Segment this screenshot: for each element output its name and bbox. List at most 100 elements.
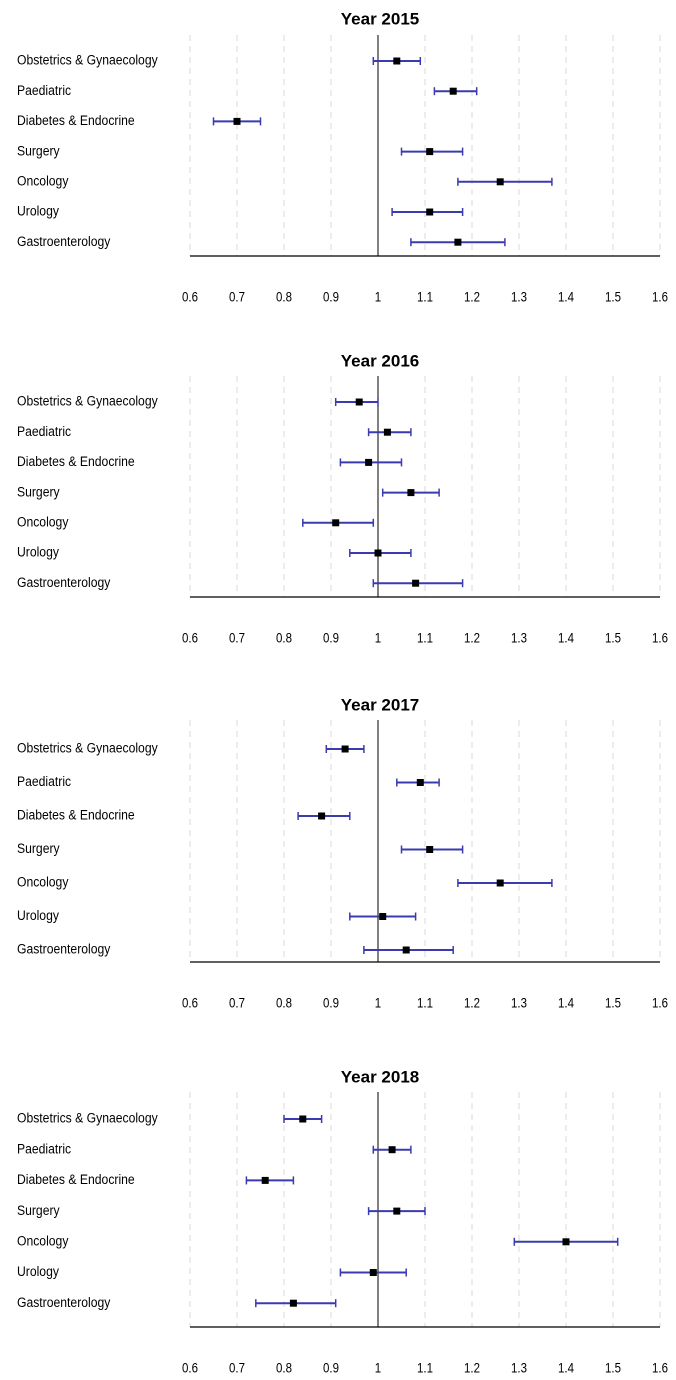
point-estimate	[388, 1146, 396, 1154]
category-label: Gastroenterology	[17, 1294, 111, 1310]
x-tick-label: 1.3	[511, 1360, 527, 1376]
category-label: Obstetrics & Gynaecology	[17, 393, 158, 409]
point-estimate	[454, 238, 462, 246]
category-label: Obstetrics & Gynaecology	[17, 740, 158, 756]
x-tick-label: 0.6	[182, 630, 198, 646]
x-tick-label: 1.1	[417, 630, 433, 646]
point-estimate	[289, 1299, 297, 1307]
x-tick-label: 0.9	[323, 630, 339, 646]
category-label: Surgery	[17, 142, 60, 158]
x-tick-label: 0.7	[229, 630, 245, 646]
category-label: Paediatric	[17, 773, 72, 789]
point-estimate	[369, 1269, 377, 1276]
x-tick-label: 1.5	[605, 995, 621, 1011]
point-estimate	[393, 57, 401, 65]
x-tick-label: 1.4	[558, 630, 574, 646]
x-tick-label: 1.3	[511, 289, 527, 305]
x-tick-label: 0.9	[323, 289, 339, 305]
point-estimate	[318, 812, 326, 820]
x-tick-label: 1.3	[511, 630, 527, 646]
x-tick-label: 1.5	[605, 1360, 621, 1376]
point-estimate	[562, 1238, 570, 1246]
x-tick-label: 1.1	[417, 1360, 433, 1376]
point-estimate	[426, 148, 434, 156]
point-estimate	[299, 1115, 307, 1123]
x-tick-label: 0.7	[229, 1360, 245, 1376]
point-estimate	[379, 913, 387, 920]
x-tick-label: 1	[375, 289, 381, 305]
category-label: Gastroenterology	[17, 574, 111, 590]
category-label: Oncology	[17, 874, 69, 890]
x-tick-label: 1	[375, 1360, 381, 1376]
x-tick-label: 0.9	[323, 995, 339, 1011]
category-label: Diabetes & Endocrine	[17, 1171, 135, 1187]
category-label: Paediatric	[17, 1141, 72, 1157]
point-estimate	[426, 846, 434, 853]
panel-title: Year 2015	[341, 9, 419, 28]
x-tick-label: 1.6	[652, 1360, 668, 1376]
x-tick-label: 1.6	[652, 289, 668, 305]
panel-year-2016: Year 2016 0.6 0.7 0.8 0.9 1 1.1 1.2 1.3 1.4 1.5 1.6…	[17, 351, 668, 645]
point-estimate	[449, 87, 457, 95]
panel-year-2017: Year 2017 0.6 0.7 0.8 0.9 1 1.1 1.2 1.3 1.4 1.5 1.6…	[17, 695, 668, 1010]
category-label: Paediatric	[17, 82, 72, 98]
x-tick-label: 1	[375, 995, 381, 1011]
x-tick-label: 0.6	[182, 995, 198, 1011]
panel-title: Year 2018	[341, 1067, 419, 1086]
point-estimate	[496, 178, 504, 186]
category-label: Gastroenterology	[17, 233, 111, 249]
x-tick-label: 0.9	[323, 1360, 339, 1376]
category-label: Surgery	[17, 483, 60, 499]
point-estimate	[393, 1207, 401, 1215]
x-tick-label: 1.2	[464, 630, 480, 646]
point-estimate	[332, 519, 340, 527]
category-label: Urology	[17, 1263, 59, 1279]
x-tick-label: 0.8	[276, 630, 292, 646]
point-estimate	[383, 428, 391, 436]
x-tick-label: 1.4	[558, 995, 574, 1011]
point-estimate	[365, 458, 373, 466]
category-label: Urology	[17, 907, 59, 923]
x-tick-label: 0.7	[229, 289, 245, 305]
x-tick-label: 1.5	[605, 289, 621, 305]
category-label: Surgery	[17, 840, 60, 856]
point-estimate	[426, 208, 434, 216]
x-tick-label: 0.6	[182, 289, 198, 305]
panel-title: Year 2016	[341, 351, 419, 370]
category-label: Obstetrics & Gynaecology	[17, 52, 158, 68]
category-label: Obstetrics & Gynaecology	[17, 1110, 158, 1126]
point-estimate	[355, 398, 363, 406]
point-estimate	[412, 579, 420, 587]
point-estimate	[496, 879, 504, 887]
x-tick-label: 1.6	[652, 995, 668, 1011]
x-tick-label: 0.8	[276, 289, 292, 305]
point-estimate	[402, 946, 410, 954]
x-tick-label: 1.2	[464, 289, 480, 305]
panel-year-2018: Year 2018 0.6 0.7 0.8 0.9 1 1.1 1.2 1.3 1.4 1.5 1.6…	[17, 1067, 668, 1375]
x-tick-label: 1.1	[417, 995, 433, 1011]
x-tick-label: 0.7	[229, 995, 245, 1011]
x-tick-label: 1.3	[511, 995, 527, 1011]
point-estimate	[416, 779, 424, 786]
category-label: Surgery	[17, 1202, 60, 1218]
category-label: Diabetes & Endocrine	[17, 807, 135, 823]
category-label: Urology	[17, 203, 59, 219]
category-label: Oncology	[17, 173, 69, 189]
x-tick-label: 1.4	[558, 289, 574, 305]
x-tick-label: 1	[375, 630, 381, 646]
category-label: Oncology	[17, 514, 69, 530]
x-tick-label: 0.6	[182, 1360, 198, 1376]
point-estimate	[374, 549, 382, 557]
x-tick-label: 1.2	[464, 995, 480, 1011]
point-estimate	[233, 117, 241, 125]
x-tick-label: 1.2	[464, 1360, 480, 1376]
point-estimate	[261, 1176, 269, 1184]
x-tick-label: 1.1	[417, 289, 433, 305]
category-label: Urology	[17, 544, 59, 560]
x-tick-label: 0.8	[276, 1360, 292, 1376]
point-estimate	[407, 489, 415, 497]
panel-year-2015: Year 2015 0.6 0.7 0.8 0.9 1 1.1 1.2 1.3 1.4 1.5 1.6…	[17, 9, 668, 304]
point-estimate	[341, 745, 349, 753]
category-label: Gastroenterology	[17, 941, 111, 957]
